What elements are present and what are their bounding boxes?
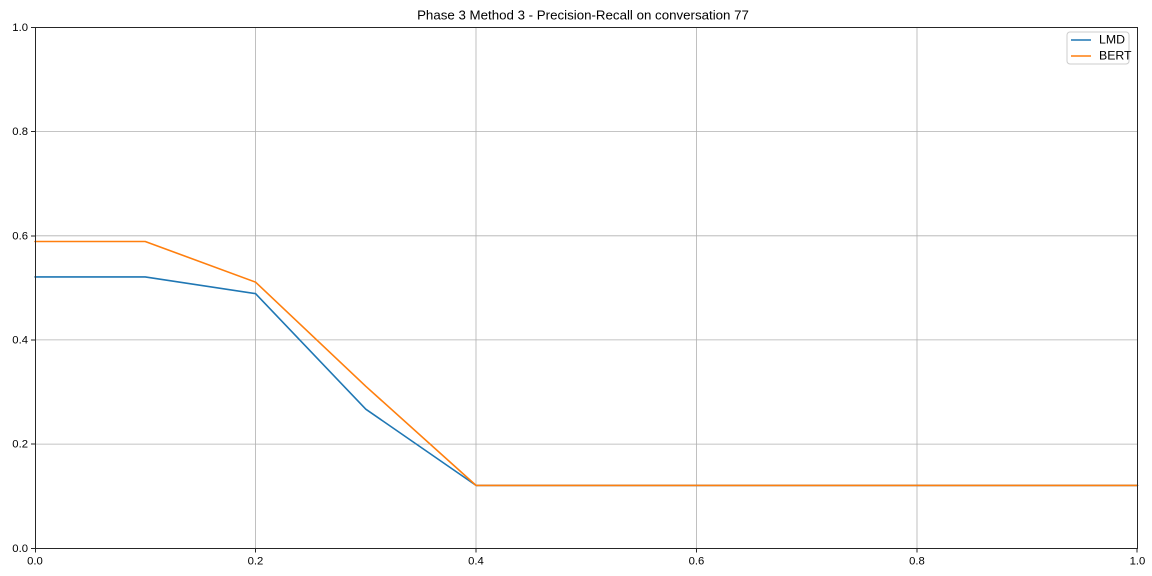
svg-text:0.8: 0.8 <box>909 556 925 568</box>
svg-text:LMD: LMD <box>1099 33 1125 47</box>
svg-text:0.0: 0.0 <box>27 556 43 568</box>
svg-text:1.0: 1.0 <box>1130 556 1146 568</box>
svg-text:1.0: 1.0 <box>12 22 28 34</box>
svg-text:Phase 3 Method 3 - Precision-R: Phase 3 Method 3 - Precision-Recall on c… <box>417 8 749 23</box>
svg-text:0.2: 0.2 <box>248 556 264 568</box>
svg-text:0.8: 0.8 <box>12 126 28 138</box>
svg-text:0.6: 0.6 <box>12 230 28 242</box>
svg-text:0.2: 0.2 <box>12 439 28 451</box>
svg-text:0.0: 0.0 <box>12 543 28 555</box>
svg-text:0.4: 0.4 <box>468 556 484 568</box>
svg-text:0.4: 0.4 <box>12 334 28 346</box>
svg-text:0.6: 0.6 <box>689 556 705 568</box>
svg-text:BERT: BERT <box>1099 49 1132 63</box>
